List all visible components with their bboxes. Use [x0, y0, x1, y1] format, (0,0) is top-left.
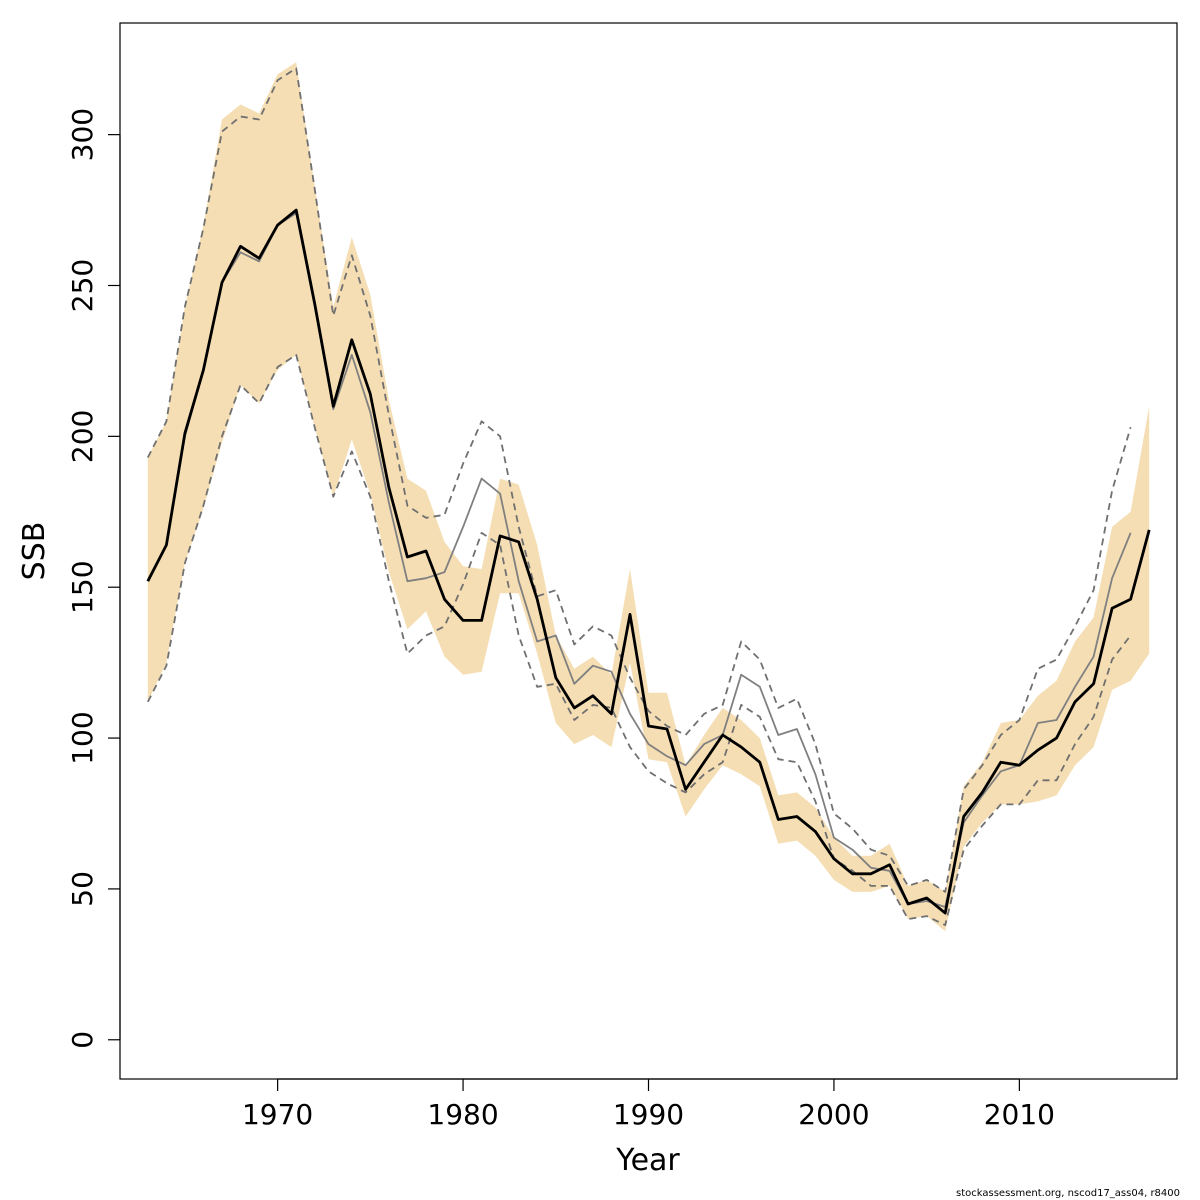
y-axis-title: SSB: [17, 522, 52, 581]
x-tick-label: 2010: [984, 1098, 1055, 1131]
footnote: stockassessment.org, nscod17_ass04, r840…: [956, 1188, 1180, 1199]
x-axis-title: Year: [615, 1143, 680, 1178]
y-axis: 0 50 100 150 200 250 300: [66, 108, 121, 1049]
x-tick-label: 1990: [613, 1098, 684, 1131]
series-layer: [146, 67, 1151, 926]
previous-lower-ci-line: [146, 353, 1132, 926]
previous-upper-ci-line: [146, 67, 1132, 893]
y-tick-label: 100: [66, 711, 99, 764]
x-axis: 1970 1980 1990 2000 2010: [242, 1078, 1055, 1131]
band-layer: [147, 62, 1150, 932]
x-tick-label: 2000: [798, 1098, 869, 1131]
x-tick-label: 1970: [242, 1098, 313, 1131]
y-tick-label: 150: [66, 560, 99, 613]
y-tick-label: 250: [66, 259, 99, 312]
x-tick-label: 1980: [427, 1098, 498, 1131]
y-tick-label: 50: [66, 871, 99, 907]
confidence-band: [147, 62, 1150, 932]
y-tick-label: 300: [66, 108, 99, 161]
y-tick-label: 0: [66, 1031, 99, 1049]
current-estimate-line: [146, 208, 1151, 915]
y-tick-label: 200: [66, 410, 99, 463]
